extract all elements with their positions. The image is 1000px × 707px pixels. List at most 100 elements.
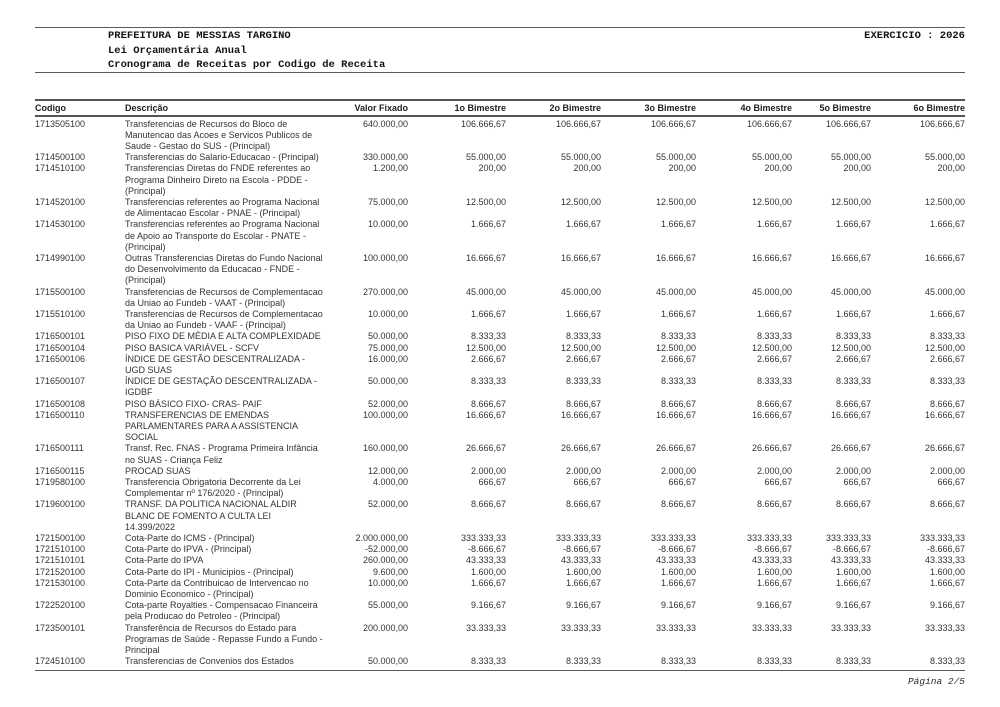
valor-fixado-cell: 4.000,00 <box>372 477 408 487</box>
bimestre-1-cell: 8.666,67 <box>470 398 506 409</box>
bimestre-4-cell: 12.500,00 <box>751 342 792 353</box>
bimestre-1-cell: 8.333,33 <box>470 331 506 342</box>
table-row: 1713505100 Transferencias de Recursos do … <box>35 116 965 153</box>
codigo-cell: 1723500101 <box>35 622 86 633</box>
bimestre-4-cell: 2.000,00 <box>756 465 792 476</box>
codigo-cell: 1719600100 <box>35 499 86 510</box>
descricao-cell: Transferencias referentes ao Programa Na… <box>125 219 320 252</box>
bimestre-2-cell: 2.666,67 <box>565 353 601 364</box>
table-row: 1721500100 Cota-Parte do ICMS - (Principa… <box>35 533 965 544</box>
bimestre-2-cell: 8.333,33 <box>565 656 601 667</box>
bimestre-6-cell: 666,67 <box>937 477 965 487</box>
bimestre-4-cell: 16.666,67 <box>751 252 792 263</box>
bimestre-4-cell: 16.666,67 <box>751 409 792 420</box>
bimestre-1-cell: 1.600,00 <box>470 566 506 577</box>
table-row: 1724510100 Transferencias de Convenios do… <box>35 656 965 667</box>
bimestre-2-cell: 2.000,00 <box>565 465 601 476</box>
valor-fixado-cell: 2.000.000,00 <box>355 533 408 544</box>
valor-fixado-cell: 1.200,00 <box>372 163 408 174</box>
bimestre-6-cell: 8.666,67 <box>929 398 965 409</box>
bimestre-4-cell: 106.666,67 <box>746 118 792 129</box>
bimestre-2-cell: 33.333,33 <box>560 622 601 633</box>
bimestre-5-cell: 55.000,00 <box>830 152 871 163</box>
page-number-label: Página 2/5 <box>907 676 965 687</box>
codigo-cell: 1716500110 <box>35 409 85 420</box>
valor-fixado-cell: 55.000,00 <box>367 600 408 611</box>
bimestre-1-cell: 45.000,00 <box>465 286 506 297</box>
bimestre-3-cell: 8.333,33 <box>660 376 696 387</box>
descricao-cell: Transferencias de Recursos do Bloco de M… <box>125 118 313 151</box>
bimestre-1-cell: 43.333,33 <box>465 555 506 566</box>
table-row: 1719600100 TRANSF. DA POLITICA NACIONAL A… <box>35 499 965 533</box>
organization-name: PREFEITURA DE MESSIAS TARGINO <box>108 30 291 42</box>
bimestre-2-cell: 12.500,00 <box>560 196 601 207</box>
bimestre-4-cell: 45.000,00 <box>751 286 792 297</box>
bimestre-5-cell: 33.333,33 <box>830 622 871 633</box>
descricao-cell: Cota-Parte do IPVA <box>125 555 204 566</box>
bimestre-1-cell: 333.333,33 <box>460 533 506 544</box>
codigo-cell: 1714530100 <box>35 219 86 230</box>
codigo-cell: 1716500108 <box>35 398 86 409</box>
valor-fixado-cell: 16.000,00 <box>367 353 408 364</box>
bimestre-1-cell: -8.666,67 <box>467 544 506 555</box>
descricao-cell: Cota-parte Royalties - Compensacao Finan… <box>125 600 318 622</box>
bimestre-5-cell: 12.500,00 <box>830 342 871 353</box>
table-row: 1721530100 Cota-Parte da Contribuicao de … <box>35 578 965 600</box>
bimestre-5-cell: 8.666,67 <box>835 398 871 409</box>
valor-fixado-cell: 50.000,00 <box>367 331 408 342</box>
bimestre-6-cell: 8.333,33 <box>929 656 965 667</box>
bimestre-5-cell: 1.666,67 <box>835 577 871 588</box>
bimestre-2-cell: 45.000,00 <box>560 286 601 297</box>
table-row: 1721520100 Cota-Parte do IPI - Municipios… <box>35 567 965 578</box>
bimestre-3-cell: 1.600,00 <box>660 566 696 577</box>
bimestre-1-cell: 33.333,33 <box>465 622 506 633</box>
bimestre-5-cell: 1.666,67 <box>835 308 871 319</box>
bimestre-3-cell: 43.333,33 <box>655 555 696 566</box>
valor-fixado-cell: 10.000,00 <box>367 219 408 230</box>
codigo-cell: 1721520100 <box>35 566 86 577</box>
bimestre-6-cell: 45.000,00 <box>924 286 965 297</box>
codigo-cell: 1714520100 <box>35 196 86 207</box>
bimestre-2-cell: 1.666,67 <box>565 219 601 230</box>
descricao-cell: Cota-Parte do IPVA - (Principal) <box>125 544 252 555</box>
bimestre-3-cell: 16.666,67 <box>655 409 696 420</box>
bimestre-6-cell: 1.600,00 <box>929 566 965 577</box>
bimestre-4-cell: 8.333,33 <box>756 656 792 667</box>
table-row: 1716500110 TRANSFERENCIAS DE EMENDAS PARL… <box>35 410 965 444</box>
codigo-cell: 1714990100 <box>35 252 86 263</box>
bimestre-2-cell: 1.666,67 <box>565 577 601 588</box>
bimestre-5-cell: 2.000,00 <box>835 465 871 476</box>
table-row: 1716500107 ÍNDICE DE GESTAÇÃO DESCENTRALI… <box>35 376 965 398</box>
bimestre-2-cell: 666,67 <box>573 477 601 487</box>
descricao-cell: ÍNDICE DE GESTAÇÃO DESCENTRALIZADA - IGD… <box>125 376 317 398</box>
descricao-cell: PISO FIXO DE MÉDIA E ALTA COMPLEXIDADE <box>125 331 321 342</box>
valor-fixado-cell: 50.000,00 <box>367 376 408 387</box>
bimestre-3-cell: 1.666,67 <box>660 308 696 319</box>
codigo-cell: 1722520100 <box>35 600 86 611</box>
bimestre-3-cell: 45.000,00 <box>655 286 696 297</box>
codigo-cell: 1716500115 <box>35 465 85 476</box>
bimestre-5-cell: 8.333,33 <box>835 331 871 342</box>
bimestre-3-cell: 8.666,67 <box>660 499 696 510</box>
bimestre-4-cell: 1.666,67 <box>756 219 792 230</box>
bimestre-6-cell: 2.666,67 <box>929 353 965 364</box>
bimestre-2-cell: 333.333,33 <box>555 533 601 544</box>
valor-fixado-cell: 640.000,00 <box>362 118 408 129</box>
bimestre-5-cell: 1.666,67 <box>835 219 871 230</box>
bimestre-4-cell: 1.600,00 <box>756 566 792 577</box>
bimestre-4-cell: 26.666,67 <box>751 443 792 454</box>
bimestre-4-cell: 8.333,33 <box>756 376 792 387</box>
column-header-valor-fixado: Valor Fixado <box>345 99 408 117</box>
descricao-cell: Outras Transferencias Diretas do Fundo N… <box>125 252 323 286</box>
bimestre-2-cell: 200,00 <box>573 163 601 174</box>
bimestre-6-cell: 2.000,00 <box>929 465 965 476</box>
bimestre-3-cell: 8.666,67 <box>660 398 696 409</box>
bimestre-2-cell: 8.666,67 <box>565 499 601 510</box>
bimestre-4-cell: 8.333,33 <box>756 331 792 342</box>
valor-fixado-cell: 330.000,00 <box>362 152 408 163</box>
codigo-cell: 1721510101 <box>35 555 86 566</box>
bimestre-2-cell: 8.666,67 <box>565 398 601 409</box>
valor-fixado-cell: -52.000,00 <box>364 544 408 555</box>
bimestre-2-cell: 106.666,67 <box>555 118 601 129</box>
column-header-3o-bimestre: 3o Bimestre <box>601 99 696 117</box>
